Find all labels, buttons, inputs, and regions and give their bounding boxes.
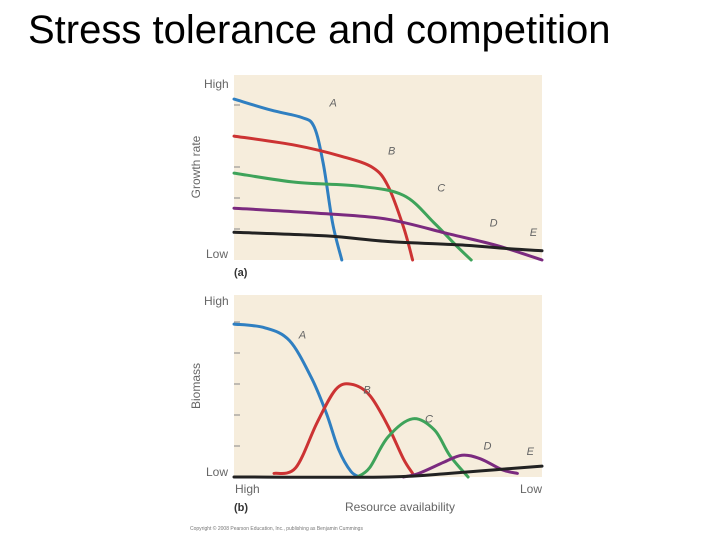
panel-b-ytick-low: Low [206, 465, 228, 479]
panel-a-label-e: E [530, 227, 538, 239]
panel-b-plot: A B C D E [232, 322, 544, 479]
panel-a-series-a [232, 97, 344, 262]
panel-a-series-d [232, 206, 544, 262]
panel-b-ylabel: Biomass [189, 363, 203, 409]
panel-b-label-d: D [484, 441, 492, 453]
slide-title: Stress tolerance and competition [28, 8, 611, 52]
panel-b: High Low Biomass High Low Resource avail… [189, 294, 544, 514]
panel-b-series-e [232, 464, 544, 479]
panel-b-series-c [355, 417, 470, 479]
panel-b-xtick-high: High [235, 482, 260, 496]
copyright-credit: Copyright © 2008 Pearson Education, Inc.… [190, 525, 363, 532]
panel-a-plot: A B C D E [232, 97, 544, 262]
panel-a-ytick-high: High [204, 77, 229, 91]
panel-b-ticks [234, 321, 240, 447]
panel-b-series-a [232, 322, 362, 479]
panel-a-label-d: D [490, 218, 498, 230]
panel-b-label: (b) [234, 502, 248, 514]
panel-b-label-c: C [425, 413, 433, 425]
panel-a-label-a: A [329, 98, 337, 110]
panel-b-xtick-low: Low [520, 482, 542, 496]
panel-a-ytick-low: Low [206, 247, 228, 261]
panel-a-series-e [232, 230, 544, 253]
panel-a-label-b: B [388, 146, 395, 158]
panel-b-label-e: E [527, 446, 535, 458]
panel-b-series-b [272, 382, 415, 475]
panel-b-xlabel: Resource availability [345, 500, 455, 514]
panel-a-ylabel: Growth rate [189, 135, 203, 198]
panel-b-label-b: B [363, 384, 370, 396]
panel-a-background [234, 75, 542, 260]
panel-a: High Low Growth rate (a) A B C D E [189, 75, 544, 279]
panel-b-label-a: A [298, 330, 306, 342]
panel-a-label-c: C [437, 183, 445, 195]
panel-a-series-b [232, 134, 415, 262]
panel-a-label: (a) [234, 267, 248, 279]
panel-b-ytick-high: High [204, 294, 229, 308]
panel-b-background [234, 295, 542, 477]
